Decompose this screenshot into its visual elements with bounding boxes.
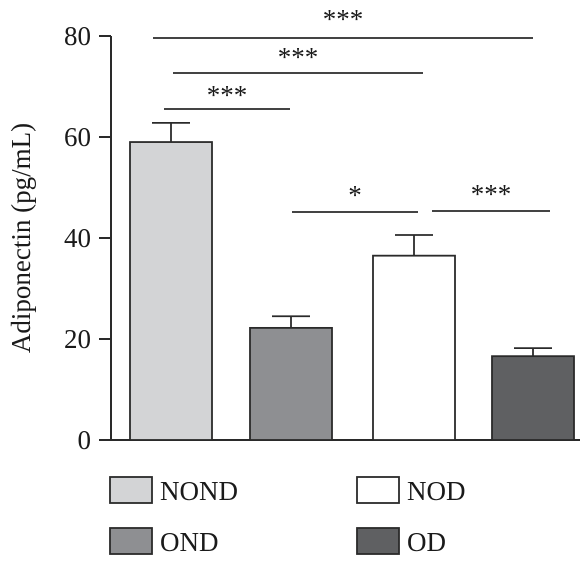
- bars: [129, 141, 575, 441]
- legend-swatch-ond: [109, 527, 153, 555]
- y-tick-label: 60: [64, 122, 91, 152]
- bar-od: [491, 355, 575, 441]
- y-tick-label: 40: [64, 223, 91, 253]
- significance-label: ***: [323, 4, 364, 34]
- legend-label-nond: NOND: [160, 476, 238, 506]
- legend-swatch-nond: [109, 476, 153, 504]
- error-bars: [152, 121, 552, 357]
- significance-label: *: [348, 180, 362, 210]
- significance-brackets: ********** ***: [153, 4, 550, 213]
- legend-label-ond: OND: [160, 527, 219, 557]
- bar-ond: [249, 326, 333, 441]
- y-tick-label: 20: [64, 324, 91, 354]
- y-axis-title: Adiponectin (pg/mL): [6, 123, 36, 353]
- y-ticks: 0 20 40 60 80: [64, 21, 111, 455]
- bar-nod: [372, 254, 456, 441]
- legend-swatch-od: [356, 527, 400, 555]
- legend-label-nod: NOD: [407, 476, 466, 506]
- legend: NOND NOD OND OD: [109, 476, 466, 557]
- significance-label: ***: [471, 179, 512, 209]
- legend-swatch-nod: [356, 476, 400, 504]
- y-tick-label: 80: [64, 21, 91, 51]
- y-tick-label: 0: [78, 425, 92, 455]
- legend-label-od: OD: [407, 527, 446, 557]
- significance-label: ***: [278, 42, 319, 72]
- significance-label: ***: [207, 80, 248, 110]
- bar-nond: [129, 141, 213, 441]
